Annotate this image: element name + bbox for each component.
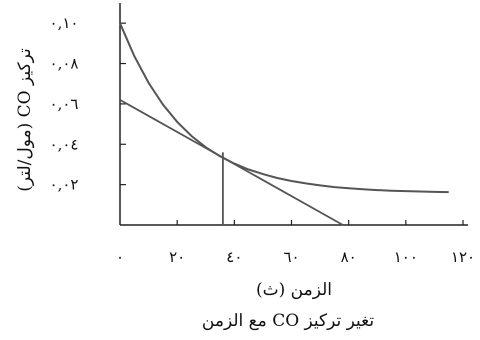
x-tick-label: ٢٠ (169, 248, 185, 266)
x-tick-label: ١٢٠ (451, 248, 475, 266)
y-axis-title: تركيز CO (مول/لتر) (15, 48, 35, 192)
y-tick-label: ٠,٠٦ (50, 95, 79, 113)
series-line (119, 22, 449, 194)
x-tick-label: ٨٠ (341, 248, 357, 266)
tangent-line (119, 99, 344, 226)
y-tick-label: ٠,٠٢ (50, 176, 79, 194)
y-tick-label: ٠,١٠ (50, 14, 79, 32)
x-axis-title: الزمن (ث) (256, 280, 332, 300)
x-tick-label: ٦٠ (283, 248, 299, 266)
x-tick-label: ٤٠ (226, 248, 242, 266)
plot-area: ٠,٠٢ ٠,٠٤ ٠,٠٦ ٠,٠٨ ٠,١٠ ٠ ٢٠ ٤٠ ٦٠ ٨٠ ١٠٠ ١٢٠ (50, 3, 475, 266)
chart-caption: تغير تركيز CO مع الزمن (202, 311, 374, 331)
y-tick-label: ٠,٠٨ (50, 55, 79, 73)
y-tick-label: ٠,٠٤ (50, 135, 79, 153)
x-tick-label: ١٠٠ (394, 248, 418, 266)
x-tick-label: ٠ (116, 248, 124, 266)
